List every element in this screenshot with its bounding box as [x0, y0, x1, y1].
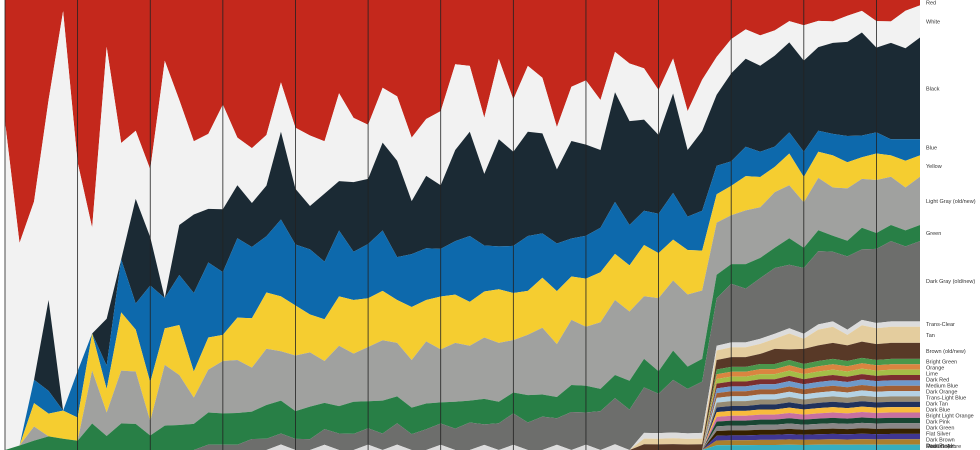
series-label: Dark Brown [926, 438, 955, 444]
series-label: Yellow [926, 164, 942, 170]
series-label: Lime [926, 372, 938, 378]
series-label: Flat Silver [926, 432, 951, 438]
series-label: Medium Blue [926, 384, 958, 390]
area-light-gray-old-new- [5, 176, 920, 450]
area-yellow [5, 151, 920, 450]
series-label: Pearl Gold [926, 444, 952, 450]
series-label: Blue [926, 145, 937, 151]
area-dark-gray-old-new- [5, 241, 920, 450]
area-red [5, 0, 920, 243]
area-dark-green [5, 417, 920, 450]
area-dark-brown [5, 428, 920, 450]
series-label: Medium Azure [926, 444, 961, 450]
series-label: Red [926, 1, 936, 7]
area-bright-light-orange [5, 406, 920, 450]
area-medium-azure [5, 444, 920, 450]
area-trans-light-blue [5, 390, 920, 450]
series-label: Light Gray (old/new) [926, 199, 976, 205]
area-green [5, 225, 920, 450]
area-black [5, 32, 920, 450]
area-dark-purple [5, 433, 920, 450]
area-dark-pink [5, 412, 920, 450]
series-label: Dark Pink [926, 420, 950, 426]
series-label: Dark Green [926, 426, 954, 432]
series-label: Dark Tan [926, 402, 948, 408]
series-label: Trans-Light Blue [926, 396, 966, 402]
area-white [5, 5, 920, 450]
series-label: Dark Red [926, 378, 949, 384]
series-label: White [926, 19, 940, 25]
series-label: Green [926, 231, 941, 237]
series-label: Dark Orange [926, 390, 958, 396]
series-label: Bright Green [926, 360, 957, 366]
series-label: Bright Light Orange [926, 414, 974, 420]
series-label: Brown (old/new) [926, 349, 966, 355]
area-dark-tan [5, 395, 920, 450]
area-pearl-gold [5, 439, 920, 450]
series-label: Black [926, 86, 940, 92]
series-label: Orange [926, 366, 944, 372]
series-label: Dark Purple [926, 444, 955, 450]
series-areas [5, 0, 920, 450]
series-labels: Red White Black Blue Yellow Light Gray (old/n… [926, 1, 976, 450]
area-dark-blue [5, 401, 920, 450]
area-tan [5, 325, 920, 450]
series-label: Dark Blue [926, 408, 950, 414]
area-flat-silver [5, 422, 920, 450]
period-lines [4, 0, 877, 450]
series-label: Trans-Clear [926, 322, 955, 328]
series-label: Dark Gray (old/new) [926, 279, 975, 285]
area-blue [5, 130, 920, 450]
area-dark-orange [5, 384, 920, 450]
area-brown-old-new- [5, 341, 920, 450]
series-label: Tan [926, 333, 935, 339]
